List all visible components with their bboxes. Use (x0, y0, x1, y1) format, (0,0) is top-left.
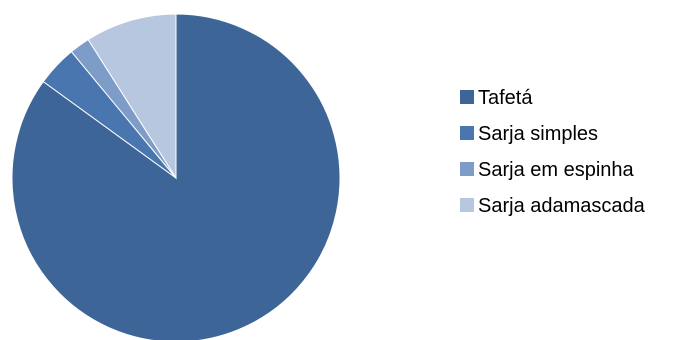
legend: Tafetá Sarja simples Sarja em espinha Sarja… (460, 87, 646, 217)
legend-label-sarja-adamascada: Sarja adamascada (478, 195, 646, 217)
legend-swatch-tafeta (460, 90, 474, 104)
pie-slice-sarja-adamascada (87, 13, 177, 180)
legend-swatch-sarja-em-espinha (460, 162, 474, 176)
legend-label-tafeta: Tafetá (478, 87, 533, 109)
legend-swatch-sarja-adamascada (460, 198, 474, 212)
legend-label-sarja-simples: Sarja simples (478, 123, 598, 145)
pie-slice-tafeta (11, 13, 341, 340)
legend-swatch-sarja-simples (460, 126, 474, 140)
legend-label-sarja-em-espinha: Sarja em espinha (478, 159, 635, 181)
pie-slices (11, 13, 341, 340)
